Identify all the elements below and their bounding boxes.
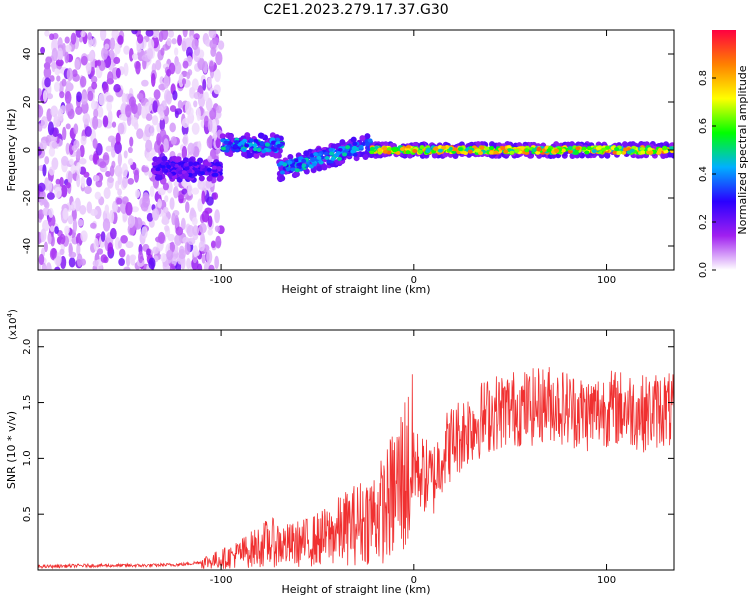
- colorbar-tick-label: 0.8: [698, 70, 709, 86]
- top-xtick-label: 0: [411, 275, 417, 286]
- top-ytick-label: 20: [22, 96, 33, 109]
- top-ytick-label: -20: [22, 190, 33, 206]
- bottom-xtick-label: 0: [411, 575, 417, 586]
- bottom-ytick-label: 0.5: [22, 506, 33, 522]
- colorbar: 0.0 0.2 0.4 0.6 0.8 Normalized spectral ampl…: [698, 30, 749, 278]
- y-multiplier-prefix: (x10: [8, 317, 19, 340]
- top-ytick-label: 40: [22, 48, 33, 61]
- top-ylabel: Frequency (Hz): [5, 109, 18, 192]
- top-xtick-label: -100: [210, 275, 233, 286]
- colorbar-tick-label: 0.2: [698, 214, 709, 230]
- top-ytick-label: 0: [22, 147, 33, 153]
- top-xtick-label: 100: [597, 275, 616, 286]
- colorbar-label: Normalized spectral amplitude: [736, 65, 749, 234]
- snr-frame: [37, 329, 675, 571]
- y-multiplier: (x104): [6, 309, 19, 340]
- bottom-ytick-label: 1.5: [22, 395, 33, 411]
- snr-plot-area: [38, 330, 674, 570]
- spectrogram-image: [38, 30, 674, 270]
- bottom-xtick-label: -100: [210, 575, 233, 586]
- colorbar-tick-label: 0.6: [698, 118, 709, 134]
- bottom-xtick-label: 100: [597, 575, 616, 586]
- svg-text:(x104): (x104): [6, 309, 19, 340]
- top-xlabel: Height of straight line (km): [281, 283, 430, 296]
- bottom-ylabel: SNR (10 * v/v): [5, 411, 18, 489]
- y-multiplier-exponent: 4: [6, 312, 14, 317]
- snr-series-line: [38, 367, 674, 570]
- bottom-ytick-label: 1.0: [22, 450, 33, 466]
- top-ytick-label: -40: [22, 238, 33, 254]
- spectrogram-panel: -100 0 100 -40 -20 0 20 40 Height of straight l…: [5, 29, 675, 296]
- colorbar-tick-label: 0.0: [698, 262, 709, 278]
- chart-title: C2E1.2023.279.17.37.G30: [263, 2, 448, 18]
- colorbar-bar: [712, 30, 736, 270]
- bottom-ytick-label: 2.0: [22, 339, 33, 355]
- colorbar-tick-label: 0.4: [698, 166, 709, 182]
- bottom-xlabel: Height of straight line (km): [281, 583, 430, 596]
- y-multiplier-suffix: ): [8, 309, 19, 313]
- snr-panel: -100 0 100 0.5 1.0 1.5 2.0 Height of straight …: [5, 309, 675, 596]
